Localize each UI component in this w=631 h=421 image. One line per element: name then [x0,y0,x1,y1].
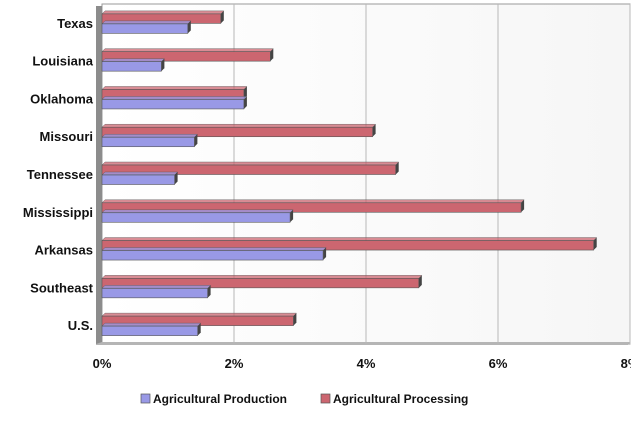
x-tick-label: 0% [93,356,112,371]
bar-processing [101,124,377,138]
legend-item-processing: Agricultural Processing [320,392,468,406]
bar-production [101,96,248,110]
bar-processing [101,161,400,175]
x-tick-label: 4% [357,356,376,371]
bar-processing [101,199,525,213]
x-tick-label: 8% [621,356,631,371]
bar-processing [101,10,225,24]
category-label: Missouri [40,129,93,144]
bar-processing [101,312,297,326]
category-label: Oklahoma [30,91,94,106]
legend-label: Agricultural Production [153,392,287,406]
bar-production [101,247,327,261]
axis-floor [96,342,630,345]
bar-processing [101,275,423,289]
legend-swatch [140,393,151,404]
legend-swatch [320,393,331,404]
bar-production [101,285,212,299]
x-tick-label: 6% [489,356,508,371]
axis-wall [96,6,102,344]
bar-processing [101,237,598,251]
category-label: Mississippi [23,205,93,220]
category-label: Texas [57,16,93,31]
bar-production [101,322,202,336]
bar-production [101,20,192,34]
legend-label: Agricultural Processing [333,392,468,406]
category-label: U.S. [68,318,93,333]
x-tick-label: 2% [225,356,244,371]
category-label: Louisiana [32,54,93,69]
category-label: Southeast [30,280,94,295]
bar-production [101,209,294,223]
category-label: Tennessee [27,167,93,182]
bar-production [101,58,165,72]
bar-production [101,171,179,185]
bar-production [101,134,198,148]
legend-item-production: Agricultural Production [140,392,287,406]
bar-processing [101,48,274,62]
category-label: Arkansas [34,243,93,258]
